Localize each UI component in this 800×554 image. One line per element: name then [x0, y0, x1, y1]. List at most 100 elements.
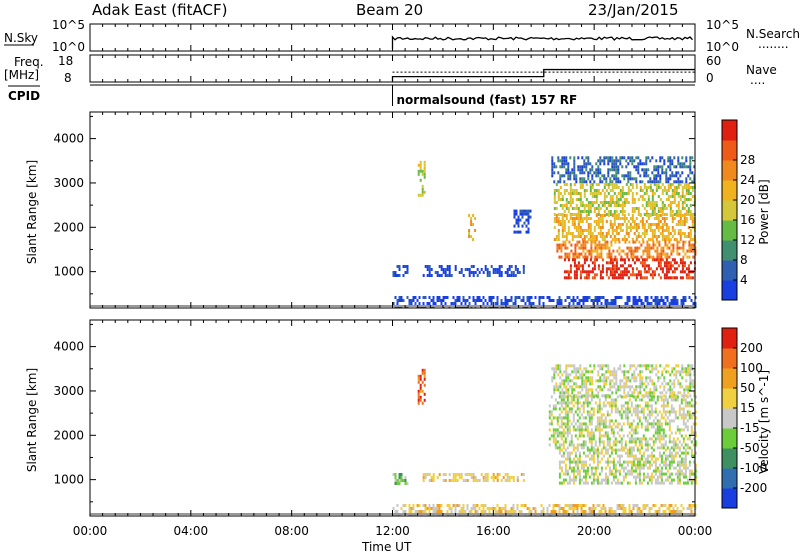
range-gate-cell — [579, 186, 582, 189]
range-gate-cell — [662, 431, 665, 435]
range-gate-cell — [516, 504, 519, 507]
range-gate-cell — [554, 431, 557, 435]
range-gate-cell — [468, 274, 471, 277]
range-gate-cell — [668, 466, 671, 470]
range-gate-cell — [632, 469, 635, 473]
range-gate-cell — [553, 391, 556, 395]
range-gate-cell — [588, 422, 591, 426]
range-gate-cell — [605, 195, 608, 198]
range-gate-cell — [420, 510, 423, 513]
range-gate-cell — [628, 296, 631, 299]
range-gate-cell — [605, 235, 608, 238]
range-gate-cell — [591, 201, 594, 204]
range-gate-cell — [658, 410, 661, 414]
range-gate-cell — [683, 232, 686, 235]
range-gate-cell — [649, 183, 652, 186]
range-gate-cell — [568, 431, 571, 435]
range-gate-cell — [561, 159, 564, 163]
range-gate-cell — [596, 504, 599, 507]
range-gate-cell — [571, 364, 574, 368]
range-gate-cell — [689, 186, 692, 189]
range-gate-cell — [660, 428, 663, 432]
range-gate-cell — [464, 473, 467, 476]
range-gate-cell — [492, 296, 495, 299]
range-gate-cell — [650, 246, 653, 250]
range-gate-cell — [596, 299, 599, 302]
range-gate-cell — [571, 189, 574, 192]
range-gate-cell — [476, 510, 479, 513]
range-gate-cell — [616, 431, 619, 435]
range-gate-cell — [563, 180, 566, 184]
range-gate-cell — [572, 299, 575, 302]
range-gate-cell — [599, 156, 602, 160]
range-gate-cell — [482, 296, 485, 299]
range-gate-cell — [581, 177, 584, 181]
range-gate-cell — [634, 481, 637, 485]
range-gate-cell — [625, 223, 628, 226]
range-gate-cell — [440, 299, 443, 302]
range-gate-cell — [563, 204, 566, 207]
range-gate-cell — [663, 235, 666, 238]
range-gate-cell — [564, 246, 567, 250]
range-gate-cell — [681, 367, 684, 371]
nsky-left-tick-top: 10^5 — [52, 18, 85, 32]
range-gate-cell — [452, 479, 455, 482]
range-gate-cell — [671, 183, 674, 186]
range-gate-cell — [615, 226, 618, 229]
range-gate-cell — [595, 214, 598, 217]
range-gate-cell — [638, 451, 641, 455]
range-gate-cell — [688, 249, 691, 253]
range-gate-cell — [670, 481, 673, 485]
range-gate-cell — [599, 220, 602, 223]
range-gate-cell — [522, 265, 525, 268]
range-gate-cell — [688, 437, 691, 441]
range-gate-cell — [579, 270, 582, 274]
range-gate-cell — [657, 264, 660, 268]
range-gate-cell — [654, 466, 657, 470]
range-gate-cell — [632, 463, 635, 467]
range-gate-cell — [617, 177, 620, 181]
range-gate-cell — [685, 394, 688, 398]
range-gate-cell — [635, 388, 638, 392]
range-gate-cell — [690, 431, 693, 435]
range-gate-cell — [569, 232, 572, 235]
range-gate-cell — [621, 189, 624, 192]
range-gate-cell — [647, 223, 650, 226]
range-gate-cell — [464, 299, 467, 302]
range-gate-cell — [554, 416, 557, 420]
range-gate-cell — [416, 504, 419, 507]
range-gate-cell — [582, 422, 585, 426]
range-gate-cell — [614, 401, 617, 405]
range-gate-cell — [593, 226, 596, 229]
range-gate-cell — [613, 264, 616, 268]
range-gate-cell — [687, 373, 690, 377]
range-gate-cell — [614, 240, 617, 244]
range-gate-cell — [653, 183, 656, 186]
range-gate-cell — [583, 276, 586, 280]
range-gate-cell — [557, 364, 560, 368]
range-gate-cell — [672, 243, 675, 247]
range-gate-cell — [578, 457, 581, 461]
range-gate-cell — [632, 252, 635, 256]
range-gate-cell — [633, 220, 636, 223]
range-gate-cell — [676, 246, 679, 250]
range-gate-cell — [508, 265, 511, 268]
range-gate-cell — [598, 401, 601, 405]
range-gate-cell — [517, 218, 520, 222]
range-gate-cell — [559, 223, 562, 226]
range-gate-cell — [568, 466, 571, 470]
range-gate-cell — [678, 481, 681, 485]
range-gate-cell — [597, 192, 600, 195]
range-gate-cell — [472, 265, 475, 268]
range-gate-cell — [462, 479, 465, 482]
range-gate-cell — [671, 162, 674, 166]
range-gate-cell — [468, 473, 471, 476]
range-gate-cell — [653, 180, 656, 184]
range-gate-cell — [673, 270, 676, 274]
range-gate-cell — [442, 473, 445, 476]
range-gate-cell — [567, 364, 570, 368]
range-gate-cell — [564, 255, 567, 259]
range-gate-cell — [680, 434, 683, 438]
range-gate-cell — [669, 186, 672, 189]
range-gate-cell — [561, 226, 564, 229]
